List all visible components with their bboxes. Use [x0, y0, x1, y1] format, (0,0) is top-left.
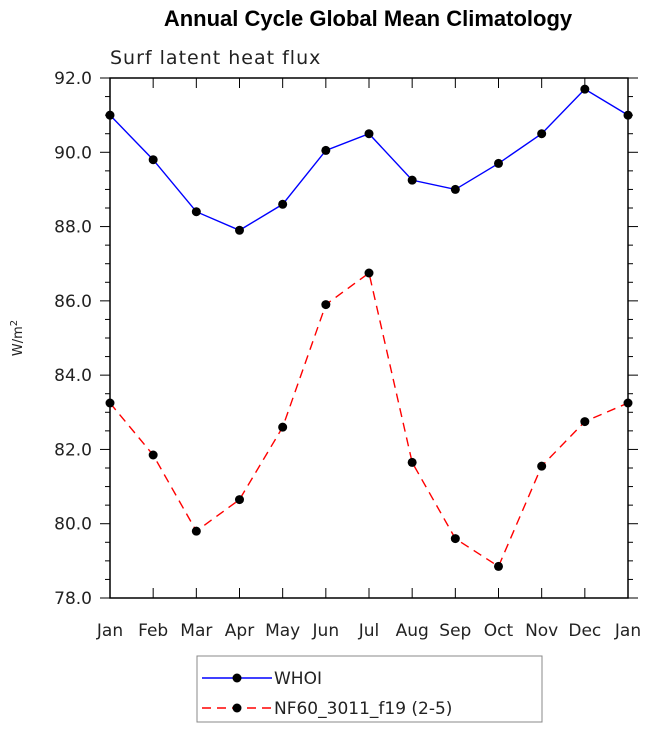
legend-label-0: WHOI	[274, 669, 322, 689]
legend-marker	[232, 703, 242, 713]
legend: WHOI NF60_3011_f19 (2-5)	[196, 655, 543, 723]
y-tick-label: 82.0	[54, 440, 92, 460]
data-point	[321, 300, 331, 310]
data-point	[105, 110, 115, 120]
x-tick-labels: Jan Feb Mar Apr May Jun Jul Aug Sep Oct Nov Dec Jan	[96, 621, 641, 641]
data-point	[407, 175, 417, 185]
axis-ticks	[100, 77, 638, 599]
y-axis-label: W/m2	[9, 320, 26, 356]
data-point	[105, 398, 115, 408]
series-group	[105, 84, 633, 571]
data-point	[450, 184, 460, 194]
data-point	[148, 155, 158, 165]
data-point	[364, 268, 374, 278]
series-line-1	[109, 271, 629, 568]
legend-label-1: NF60_3011_f19 (2-5)	[274, 699, 452, 719]
x-tick-label: Dec	[568, 621, 601, 641]
y-tick-label: 84.0	[54, 366, 92, 386]
data-point	[148, 450, 158, 460]
x-tick-label: May	[265, 621, 300, 641]
data-point	[537, 129, 547, 139]
x-tick-label: Aug	[396, 621, 429, 641]
x-tick-label: Jun	[312, 621, 340, 641]
data-point	[278, 199, 288, 209]
chart-title: Annual Cycle Global Mean Climatology	[164, 6, 573, 31]
data-point	[235, 225, 244, 235]
data-point	[623, 110, 633, 120]
x-tick-label: Nov	[525, 621, 558, 641]
x-tick-label: Jan	[614, 621, 641, 641]
y-tick-label: 86.0	[54, 292, 92, 312]
x-tick-label: Oct	[484, 621, 514, 641]
x-tick-label: Feb	[138, 621, 168, 641]
series-line-0	[109, 88, 629, 232]
x-tick-label: Sep	[439, 621, 471, 641]
y-tick-label: 90.0	[54, 143, 92, 163]
data-point	[537, 461, 547, 471]
plot-area	[109, 77, 629, 599]
y-tick-label: 92.0	[54, 69, 92, 89]
x-tick-label: Jan	[96, 621, 123, 641]
y-tick-label: 88.0	[54, 218, 92, 238]
data-point	[235, 495, 244, 505]
data-point	[580, 417, 590, 427]
data-point	[364, 129, 374, 139]
legend-marker	[232, 673, 242, 683]
x-tick-label: Jul	[358, 621, 380, 641]
legend-box	[196, 655, 543, 723]
data-point	[278, 422, 288, 432]
y-tick-labels: 78.0 80.0 82.0 84.0 86.0 88.0 90.0 92.0	[54, 69, 92, 609]
x-tick-label: Mar	[180, 621, 212, 641]
data-point	[191, 526, 201, 536]
data-point	[494, 561, 503, 571]
y-tick-label: 80.0	[54, 515, 92, 535]
y-tick-label: 78.0	[54, 589, 92, 609]
data-point	[407, 457, 417, 467]
x-tick-label: Apr	[225, 621, 254, 641]
data-point	[191, 207, 201, 217]
data-point	[494, 158, 503, 168]
data-point	[450, 534, 460, 544]
data-point	[580, 84, 590, 94]
data-point	[321, 145, 331, 155]
data-point	[623, 398, 633, 408]
chart-subtitle: Surf latent heat flux	[110, 47, 321, 69]
